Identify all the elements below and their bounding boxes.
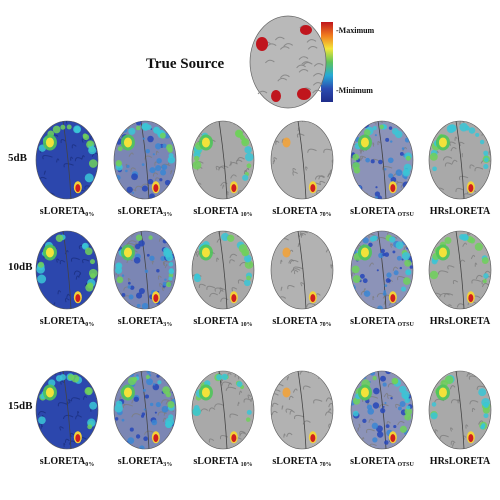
true-source-title: True Source <box>146 56 225 72</box>
method-sub: 70% <box>319 462 332 468</box>
brain-r1-c0 <box>35 230 99 310</box>
method-base: sLORETA <box>272 316 320 327</box>
method-label-r0-c0: sLORETA0% <box>40 206 94 218</box>
method-label-r1-c0: sLORETA0% <box>40 316 94 328</box>
brain-r2-c5 <box>428 370 492 450</box>
method-label-r0-c1: sLORETA3% <box>118 206 172 218</box>
brain-r1-c5 <box>428 230 492 310</box>
brain-r0-c2 <box>191 120 255 200</box>
method-label-r2-c0: sLORETA0% <box>40 456 94 468</box>
method-base: sLORETA <box>39 316 86 327</box>
method-label-r1-c5: HRsLORETA <box>430 316 490 328</box>
method-label-r0-c2: sLORETA 10% <box>193 206 252 218</box>
method-sub: 70% <box>319 322 332 328</box>
method-base: sLORETA <box>193 316 241 327</box>
brain-r2-c3 <box>270 370 334 450</box>
method-sub: 3% <box>163 462 173 468</box>
brain-r2-c1 <box>113 370 177 450</box>
method-base: sLORETA <box>117 456 164 467</box>
method-label-r0-c5: HRsLORETA <box>430 206 490 218</box>
method-base: sLORETA <box>117 206 164 217</box>
method-label-r2-c5: HRsLORETA <box>430 456 490 468</box>
row-label-5db: 5dB <box>8 152 27 164</box>
method-base: sLORETA <box>193 456 241 467</box>
row-label-15db: 15dB <box>8 400 33 412</box>
method-base: sLORETA <box>272 206 320 217</box>
brain-r0-c5 <box>428 120 492 200</box>
method-sub: 0% <box>85 212 95 218</box>
method-base: sLORETA <box>350 206 398 217</box>
brain-r0-c0 <box>35 120 99 200</box>
method-label-r2-c1: sLORETA3% <box>118 456 172 468</box>
method-sub: 0% <box>85 322 95 328</box>
true-source-brain <box>249 15 327 109</box>
method-base: HRsLORETA <box>429 456 491 467</box>
method-sub: 10% <box>240 322 253 328</box>
brain-r1-c2 <box>191 230 255 310</box>
method-sub: 10% <box>240 212 253 218</box>
brain-r2-c2 <box>191 370 255 450</box>
method-base: sLORETA <box>350 316 398 327</box>
method-label-r1-c4: sLORETA OTSU <box>350 316 414 328</box>
brain-r1-c1 <box>113 230 177 310</box>
method-base: HRsLORETA <box>429 206 491 217</box>
method-label-r1-c3: sLORETA 70% <box>272 316 331 328</box>
method-label-r2-c4: sLORETA OTSU <box>350 456 414 468</box>
method-label-r2-c3: sLORETA 70% <box>272 456 331 468</box>
method-base: sLORETA <box>39 206 86 217</box>
row-label-10db: 10dB <box>8 261 33 273</box>
method-label-r0-c4: sLORETA OTSU <box>350 206 414 218</box>
brain-r2-c0 <box>35 370 99 450</box>
method-label-r2-c2: sLORETA 10% <box>193 456 252 468</box>
method-sub: OTSU <box>397 212 414 218</box>
method-sub: 10% <box>240 462 253 468</box>
method-label-r0-c3: sLORETA 70% <box>272 206 331 218</box>
method-base: sLORETA <box>117 316 164 327</box>
method-base: HRsLORETA <box>429 316 491 327</box>
method-sub: 3% <box>163 212 173 218</box>
method-base: sLORETA <box>39 456 86 467</box>
method-sub: OTSU <box>397 322 414 328</box>
brain-r0-c1 <box>113 120 177 200</box>
brain-r0-c3 <box>270 120 334 200</box>
method-sub: OTSU <box>397 462 414 468</box>
brain-r1-c3 <box>270 230 334 310</box>
brain-r2-c4 <box>350 370 414 450</box>
method-label-r1-c2: sLORETA 10% <box>193 316 252 328</box>
method-sub: 0% <box>85 462 95 468</box>
brain-r1-c4 <box>350 230 414 310</box>
colorbar-max-label: -Maximum <box>336 26 375 35</box>
method-sub: 70% <box>319 212 332 218</box>
brain-r0-c4 <box>350 120 414 200</box>
method-base: sLORETA <box>193 206 241 217</box>
colorbar <box>321 22 333 102</box>
method-base: sLORETA <box>272 456 320 467</box>
method-label-r1-c1: sLORETA3% <box>118 316 172 328</box>
method-sub: 3% <box>163 322 173 328</box>
colorbar-min-label: -Minimum <box>336 86 373 95</box>
method-base: sLORETA <box>350 456 398 467</box>
